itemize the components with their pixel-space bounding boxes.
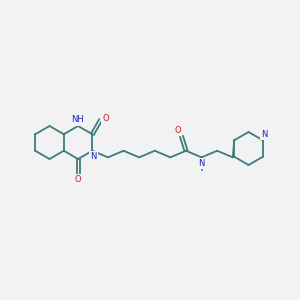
Text: NH: NH [71, 116, 84, 124]
Text: O: O [175, 126, 181, 135]
Text: N: N [90, 152, 97, 161]
Text: O: O [102, 114, 109, 123]
Text: O: O [75, 176, 81, 184]
Text: N: N [198, 159, 205, 168]
Text: N: N [261, 130, 267, 139]
